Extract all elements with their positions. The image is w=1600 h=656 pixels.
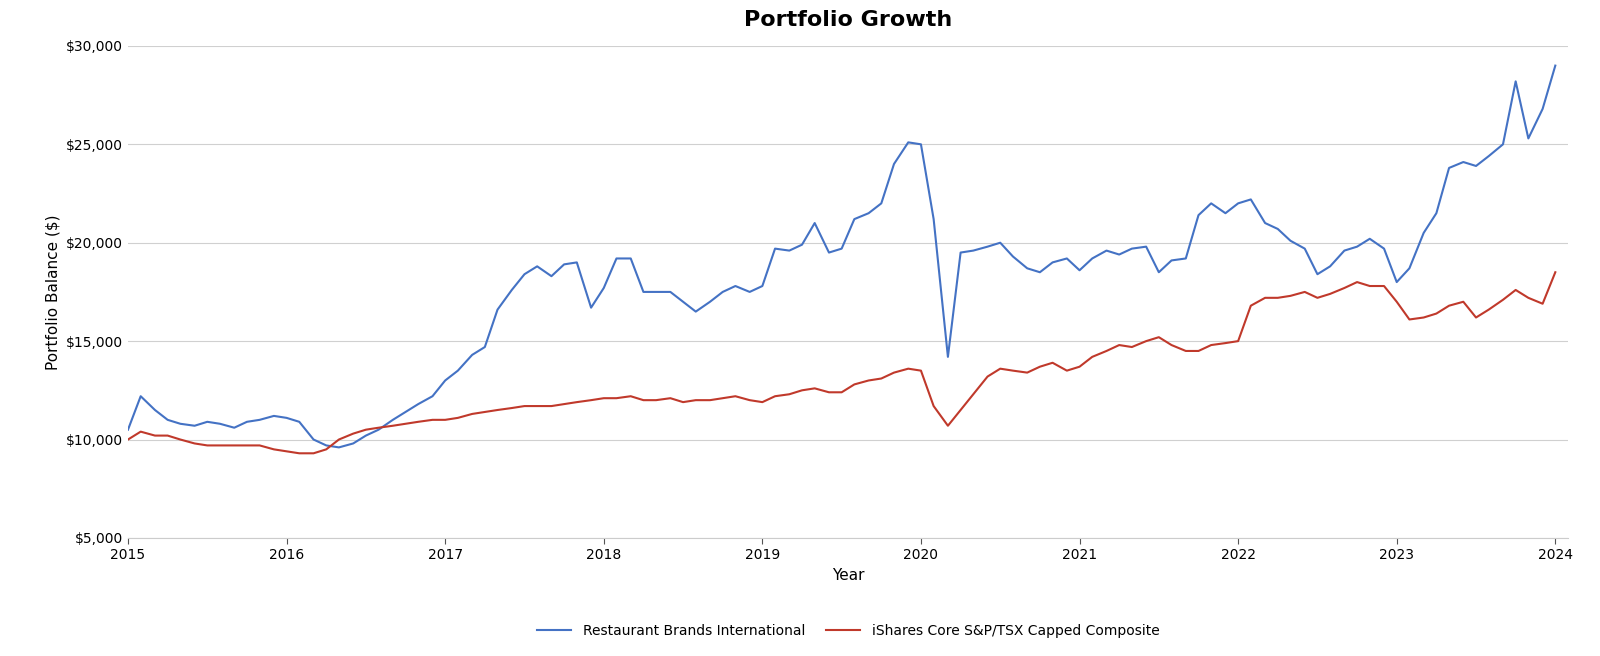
Restaurant Brands International — [899, 138, 918, 146]
iShares Core S&P/TSX Capped Composite — [912, 367, 931, 375]
iShares Core S&P/TSX Capped Composite — [899, 365, 918, 373]
Legend: Restaurant Brands International, iShares Core S&P/TSX Capped Composite: Restaurant Brands International, iShares… — [531, 619, 1165, 644]
Restaurant Brands International — [1070, 266, 1090, 274]
Line: iShares Core S&P/TSX Capped Composite: iShares Core S&P/TSX Capped Composite — [128, 272, 1555, 453]
Y-axis label: Portfolio Balance ($): Portfolio Balance ($) — [45, 214, 61, 370]
iShares Core S&P/TSX Capped Composite — [528, 402, 547, 410]
Title: Portfolio Growth: Portfolio Growth — [744, 10, 952, 30]
iShares Core S&P/TSX Capped Composite — [118, 436, 138, 443]
Restaurant Brands International — [528, 262, 547, 270]
Restaurant Brands International — [118, 426, 138, 434]
Restaurant Brands International — [606, 255, 626, 262]
X-axis label: Year: Year — [832, 568, 864, 583]
iShares Core S&P/TSX Capped Composite — [224, 441, 243, 449]
Restaurant Brands International — [224, 424, 243, 432]
iShares Core S&P/TSX Capped Composite — [1070, 363, 1090, 371]
Restaurant Brands International — [912, 140, 931, 148]
iShares Core S&P/TSX Capped Composite — [1546, 268, 1565, 276]
Restaurant Brands International — [1546, 62, 1565, 70]
Restaurant Brands International — [330, 443, 349, 451]
Line: Restaurant Brands International: Restaurant Brands International — [128, 66, 1555, 447]
iShares Core S&P/TSX Capped Composite — [606, 394, 626, 402]
iShares Core S&P/TSX Capped Composite — [290, 449, 309, 457]
